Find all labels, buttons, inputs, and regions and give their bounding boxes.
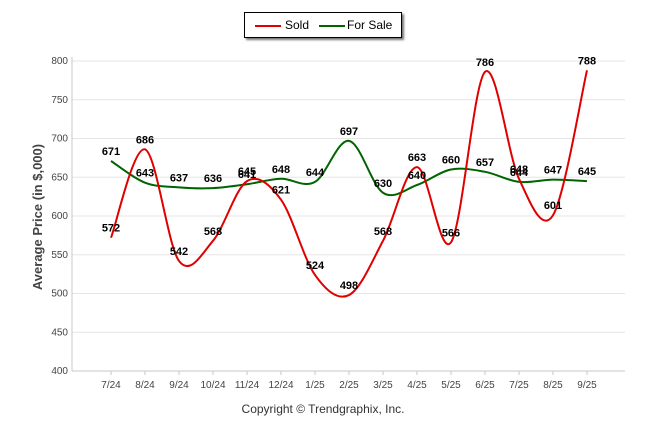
data-label-for-sale: 630 [374,178,392,190]
x-tick-label: 3/25 [373,380,393,391]
x-tick-label: 2/25 [339,380,359,391]
y-tick-label: 700 [51,134,68,145]
data-label-for-sale: 644 [510,167,529,179]
data-label-for-sale: 697 [340,126,358,138]
data-label-sold: 786 [476,57,494,69]
x-tick-label: 9/25 [577,380,597,391]
legend-sold-label: Sold [285,18,310,32]
x-tick-label: 7/25 [509,380,529,391]
y-tick-label: 750 [51,95,68,106]
x-tick-label: 1/25 [305,380,325,391]
data-label-sold: 572 [102,223,120,235]
y-tick-label: 450 [51,327,68,338]
data-labels: 5726865425686456215244985686635667866486… [102,55,596,292]
x-tick-label: 7/24 [101,380,121,391]
series-line-for-sale [110,139,588,197]
x-tick-label: 8/25 [543,380,563,391]
x-tick-label: 12/24 [268,380,293,391]
data-label-sold: 621 [272,185,290,197]
data-label-for-sale: 645 [578,166,596,178]
legend-for-sale-label: For Sale [347,18,393,32]
x-tick-label: 9/24 [169,380,189,391]
legend[interactable]: Sold For Sale [244,12,402,38]
data-label-for-sale: 641 [238,169,256,181]
data-label-for-sale: 660 [442,155,460,167]
data-label-for-sale: 648 [272,164,290,176]
data-label-for-sale: 640 [408,170,426,182]
series-line-sold [110,70,588,298]
y-tick-label: 800 [51,56,68,67]
x-tick-label: 11/24 [235,380,260,391]
data-label-for-sale: 643 [136,168,154,180]
data-label-for-sale: 657 [476,157,494,169]
data-label-sold: 498 [340,280,358,292]
x-tick-label: 4/25 [407,380,427,391]
data-label-sold: 566 [442,227,460,239]
axes: 400 450 500 550 600 650 700 750 800 7/24 8/24 9/24 1… [51,56,625,391]
data-label-sold: 542 [170,246,188,258]
x-tick-label: 6/25 [475,380,495,391]
data-label-sold: 648 [510,164,528,176]
data-label-sold: 788 [578,55,596,67]
y-tick-label: 600 [51,211,68,222]
gridlines [72,60,625,372]
data-label-sold: 601 [544,200,562,212]
y-tick-label: 400 [51,366,68,377]
data-label-for-sale: 671 [102,146,120,158]
y-axis-title: Average Price (in $,000) [30,144,45,290]
data-label-sold: 663 [408,152,426,164]
x-tick-label: 5/25 [441,380,461,391]
data-label-for-sale: 636 [204,173,222,185]
data-label-sold: 686 [136,134,154,146]
data-label-for-sale: 637 [170,172,188,184]
data-label-for-sale: 644 [306,167,325,179]
y-tick-label: 500 [51,289,68,300]
data-label-sold: 568 [374,226,392,238]
copyright-text: Copyright © Trendgraphix, Inc. [241,402,405,416]
data-label-sold: 524 [306,260,325,272]
y-tick-label: 650 [51,172,68,183]
x-tick-label: 10/24 [200,380,225,391]
legend-for-sale-swatch [319,25,345,27]
series-lines [110,70,588,298]
data-label-for-sale: 647 [544,165,562,177]
data-label-sold: 645 [238,166,256,178]
y-tick-label: 550 [51,250,68,261]
legend-sold-swatch [255,25,281,27]
x-tick-label: 8/24 [135,380,155,391]
data-label-sold: 568 [204,226,222,238]
